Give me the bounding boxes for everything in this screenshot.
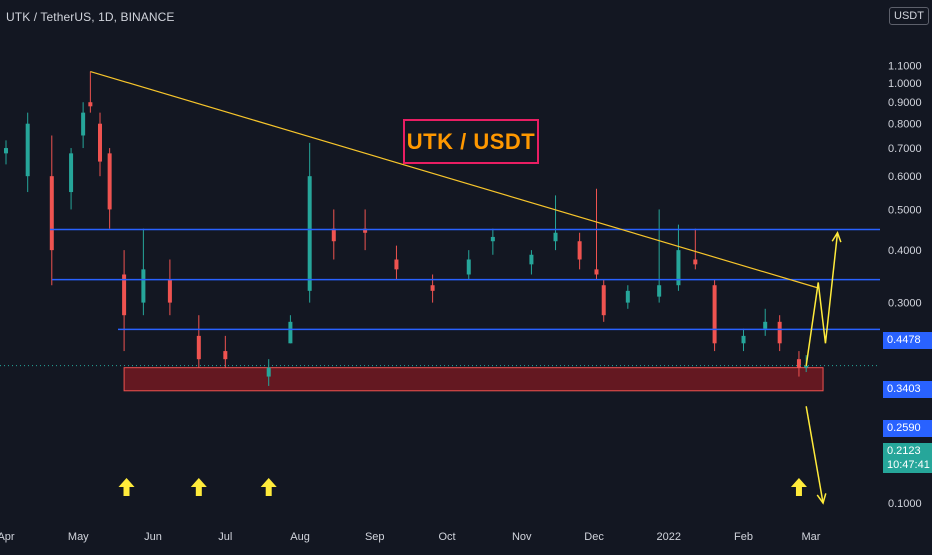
- symbol-title: UTK / TetherUS, 1D, BINANCE: [6, 10, 175, 24]
- x-tick-label: Jul: [218, 531, 232, 543]
- candle-body: [777, 321, 782, 344]
- level-tag-2: 0.2590: [883, 420, 932, 437]
- candle-body: [804, 365, 809, 368]
- candle-body: [167, 279, 172, 303]
- y-tick-label: 0.4000: [888, 245, 922, 257]
- up-arrow-icon: [190, 478, 207, 496]
- candle-body: [81, 112, 86, 136]
- candle-body: [88, 102, 93, 107]
- x-tick-label: Apr: [0, 531, 15, 543]
- up-arrow-icon: [790, 478, 807, 496]
- candle-body: [594, 269, 599, 275]
- candle-body: [577, 241, 582, 260]
- candle-body: [601, 285, 606, 316]
- projection-layer: [805, 231, 842, 505]
- candle-body: [223, 351, 228, 360]
- candle-body: [553, 232, 558, 242]
- y-tick-label: 0.5000: [888, 204, 922, 216]
- candle-body: [266, 367, 271, 377]
- candle-body: [430, 285, 435, 291]
- y-tick-label: 0.8000: [888, 119, 922, 131]
- countdown-timer: 10:47:41: [887, 459, 930, 471]
- candle-body: [107, 153, 112, 210]
- candle-body: [69, 153, 74, 193]
- levels-layer: [0, 228, 880, 367]
- x-axis: Apr May Jun Jul Aug Sep Oct Nov Dec 2022 Feb Mar: [0, 531, 821, 543]
- candle-body: [394, 259, 399, 270]
- x-tick-label: Mar: [802, 531, 821, 543]
- chart-title: UTK / USDT: [403, 119, 539, 164]
- candle-body: [4, 148, 8, 154]
- candle-body: [529, 254, 534, 265]
- currency-badge[interactable]: USDT: [889, 7, 929, 25]
- candle-body: [466, 259, 471, 275]
- projection-path: [805, 232, 839, 367]
- y-axis: 1.1000 1.0000 0.9000 0.8000 0.7000 0.6000 0.50…: [888, 61, 922, 510]
- x-tick-label: Feb: [734, 531, 753, 543]
- x-tick-label: Oct: [439, 531, 456, 543]
- up-arrow-icon: [260, 478, 277, 496]
- y-tick-label: 1.0000: [888, 78, 922, 90]
- candle-body: [331, 228, 336, 242]
- support-zone-layer: [123, 367, 824, 392]
- candle-body: [49, 176, 54, 251]
- x-tick-label: Sep: [365, 531, 385, 543]
- trendline-layer: [90, 70, 819, 289]
- x-tick-label: Aug: [290, 531, 310, 543]
- y-tick-label: 0.7000: [888, 143, 922, 155]
- candle-body: [712, 285, 717, 344]
- trendline: [90, 70, 819, 289]
- x-tick-label: Nov: [512, 531, 532, 543]
- candle-body: [122, 274, 127, 316]
- candle-body: [196, 335, 201, 360]
- x-tick-label: 2022: [657, 531, 681, 543]
- y-tick-label: 0.6000: [888, 171, 922, 183]
- candle-body: [288, 321, 293, 344]
- candle-body: [625, 290, 630, 303]
- candle-body: [307, 176, 312, 291]
- y-tick-label: 0.1000: [888, 498, 922, 510]
- down-projection-arrowhead: [816, 493, 827, 505]
- candle-body: [796, 359, 801, 368]
- last-price-value: 0.2123: [887, 445, 921, 457]
- candle-body: [741, 335, 746, 344]
- candles-layer: [4, 71, 809, 386]
- candle-body: [25, 123, 30, 177]
- down-projection: [805, 406, 824, 504]
- candle-body: [657, 285, 662, 297]
- support-zone: [123, 367, 824, 392]
- level-tag-0: 0.4478: [883, 332, 932, 349]
- candle-body: [490, 236, 495, 242]
- candle-body: [363, 228, 368, 233]
- last-price-tag: 0.2123 10:47:41: [883, 443, 932, 473]
- up-arrow-icon: [118, 478, 135, 496]
- y-tick-label: 1.1000: [888, 61, 922, 73]
- x-tick-label: Dec: [584, 531, 604, 543]
- candle-body: [141, 269, 146, 303]
- level-tag-1: 0.3403: [883, 381, 932, 398]
- candle-body: [693, 259, 698, 265]
- projection-arrowhead: [831, 231, 842, 243]
- candle-body: [97, 123, 102, 162]
- candle-body: [763, 321, 768, 329]
- x-tick-label: Jun: [144, 531, 162, 543]
- y-tick-label: 0.9000: [888, 97, 922, 109]
- arrows-layer: [118, 478, 807, 496]
- x-tick-label: May: [68, 531, 89, 543]
- y-tick-label: 0.3000: [888, 298, 922, 310]
- candle-body: [676, 250, 681, 286]
